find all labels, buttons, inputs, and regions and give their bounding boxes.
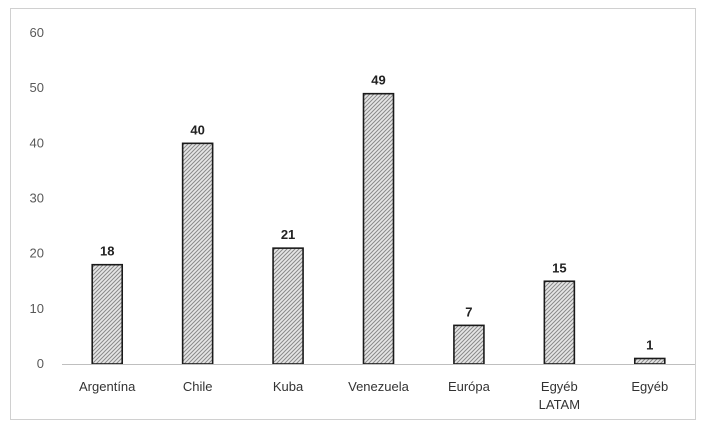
x-tick-label: Egyéb — [631, 379, 668, 394]
data-label: 7 — [465, 304, 472, 319]
data-label: 21 — [281, 227, 295, 242]
x-tick-label: Európa — [448, 379, 491, 394]
y-tick-label: 0 — [37, 356, 44, 371]
x-tick-label: Venezuela — [348, 379, 409, 394]
x-tick-label: Chile — [183, 379, 213, 394]
data-labels-group: 18 40 21 49 7 15 1 — [100, 73, 653, 353]
data-label: 40 — [190, 122, 204, 137]
y-tick-label: 30 — [30, 191, 44, 206]
bar-5 — [453, 324, 485, 365]
y-tick-label: 60 — [30, 25, 44, 40]
x-axis: Argentína Chile Kuba Venezuela Európa Egyéb LA… — [62, 364, 695, 412]
bar-7 — [633, 357, 666, 365]
data-label: 15 — [552, 260, 566, 275]
bar-6 — [543, 280, 576, 365]
bar-1 — [91, 263, 124, 365]
bar-2 — [181, 142, 214, 365]
x-tick-label: Kuba — [273, 379, 304, 394]
y-axis: 0 10 20 30 40 50 60 — [30, 25, 44, 371]
bar-3 — [272, 247, 304, 365]
x-tick-label: Egyéb — [541, 379, 578, 394]
data-label: 1 — [646, 337, 653, 352]
y-tick-label: 50 — [30, 80, 44, 95]
bars-group — [91, 92, 666, 365]
bar-4 — [362, 92, 395, 365]
chart-frame — [10, 8, 696, 420]
y-tick-label: 10 — [30, 301, 44, 316]
x-tick-label: Argentína — [79, 379, 136, 394]
y-tick-label: 40 — [30, 135, 44, 150]
data-label: 49 — [371, 73, 385, 88]
x-tick-label: LATAM — [539, 397, 580, 412]
y-tick-label: 20 — [30, 246, 44, 261]
data-label: 18 — [100, 244, 114, 259]
